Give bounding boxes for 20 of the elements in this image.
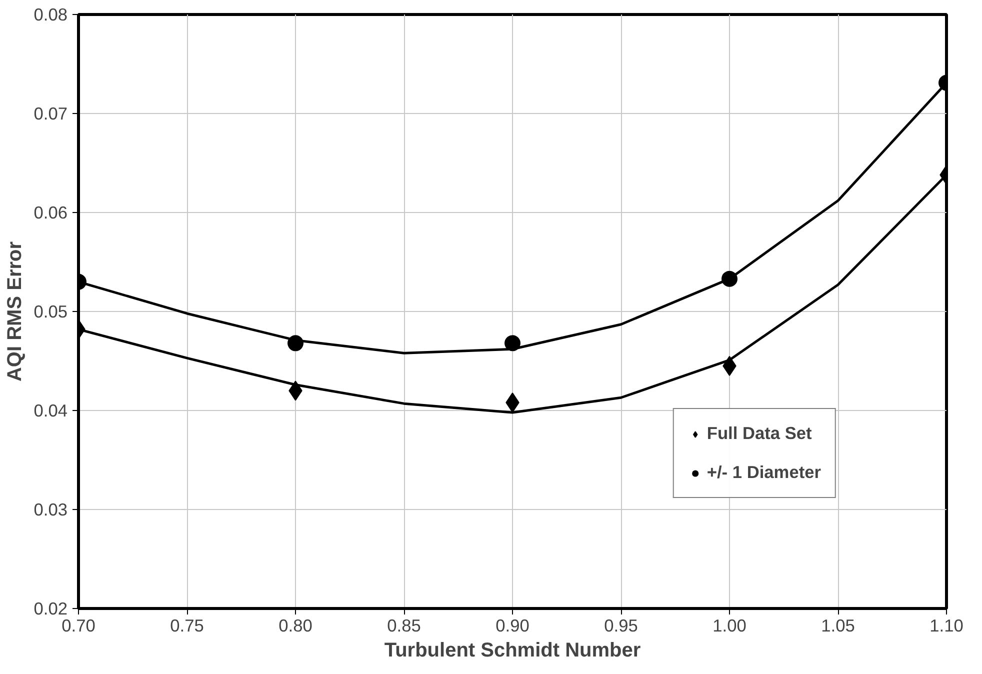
x-tick-label: 1.05	[821, 616, 855, 636]
y-tick-label: 0.06	[34, 202, 68, 222]
x-tick-label: 0.95	[604, 616, 638, 636]
x-tick-label: 0.70	[62, 616, 96, 636]
x-axis-title: Turbulent Schmidt Number	[384, 640, 641, 662]
legend-label: +/- 1 Diameter	[706, 462, 821, 483]
y-tick-label: 0.03	[34, 500, 68, 520]
y-tick-label: 0.08	[34, 4, 68, 24]
x-tick-label: 0.90	[496, 616, 530, 636]
x-tick-label: 0.80	[278, 616, 312, 636]
y-axis-title: AQI RMS Error	[4, 241, 26, 382]
y-tick-label: 0.04	[34, 400, 68, 420]
x-tick-label: 1.10	[930, 616, 964, 636]
y-tick-label: 0.05	[34, 302, 68, 322]
y-tick-label: 0.02	[34, 598, 68, 618]
y-tick-label: 0.07	[34, 104, 68, 124]
x-tick-label: 0.85	[387, 616, 421, 636]
x-tick-label: 1.00	[712, 616, 746, 636]
x-tick-label: 0.75	[170, 616, 204, 636]
legend-label: Full Data Set	[706, 423, 812, 444]
